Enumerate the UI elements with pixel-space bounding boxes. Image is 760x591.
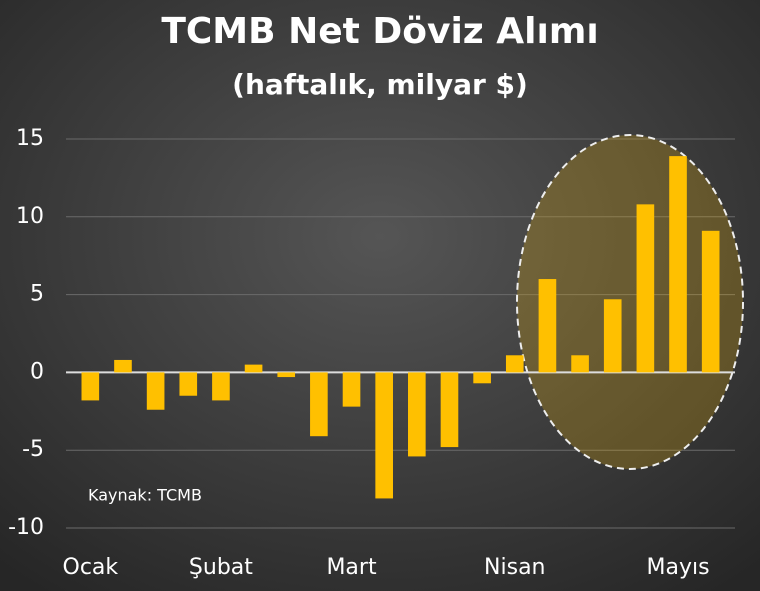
y-tick-label: 15 bbox=[16, 126, 44, 151]
x-tick-label: Nisan bbox=[484, 555, 545, 580]
x-tick-label: Mayıs bbox=[646, 555, 709, 580]
bar bbox=[636, 204, 655, 373]
bar bbox=[701, 230, 720, 373]
y-tick-label: -5 bbox=[22, 437, 44, 462]
bar bbox=[179, 372, 198, 396]
y-tick-label: 0 bbox=[30, 359, 44, 384]
chart-subtitle: (haftalık, milyar $) bbox=[232, 68, 528, 101]
bar bbox=[310, 372, 328, 437]
bar bbox=[669, 156, 687, 373]
x-tick-label: Mart bbox=[326, 555, 377, 580]
x-tick-label: Ocak bbox=[63, 555, 119, 580]
bar bbox=[440, 372, 459, 448]
bar bbox=[473, 372, 491, 384]
bar bbox=[342, 372, 361, 407]
bar bbox=[603, 299, 622, 373]
bar bbox=[505, 355, 524, 373]
source-note: Kaynak: TCMB bbox=[88, 486, 202, 505]
bar bbox=[571, 355, 589, 373]
y-tick-label: -10 bbox=[8, 515, 44, 540]
bar bbox=[81, 372, 100, 401]
bar bbox=[375, 372, 393, 499]
bar bbox=[408, 372, 426, 457]
bar bbox=[212, 372, 230, 401]
chart-title: TCMB Net Döviz Alımı bbox=[161, 11, 598, 52]
bar bbox=[244, 364, 263, 373]
y-tick-label: 5 bbox=[30, 282, 44, 307]
x-tick-label: Şubat bbox=[189, 555, 253, 580]
y-tick-label: 10 bbox=[16, 204, 44, 229]
bar bbox=[114, 359, 132, 373]
bar bbox=[277, 372, 296, 378]
bar bbox=[538, 279, 557, 373]
bar bbox=[146, 372, 165, 410]
